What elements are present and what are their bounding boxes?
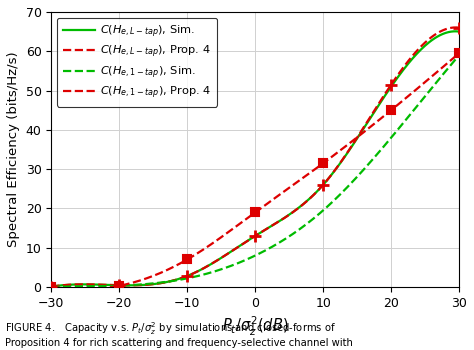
$C(H_{e,L-tap})$, Prop. 4 [392,77,398,81]
Y-axis label: Spectral Efficiency (bits/Hz/s): Spectral Efficiency (bits/Hz/s) [7,52,20,247]
$C(H_{e,1-tap})$, Sim. [290,232,295,236]
X-axis label: $P_t/\sigma_z^2(dB)$: $P_t/\sigma_z^2(dB)$ [222,315,289,338]
$C(H_{e,1-tap})$, Sim. [392,131,398,135]
$C(H_{e,L-tap})$, Prop. 4 [452,25,458,29]
$C(H_{e,1-tap})$, Prop. 4 [292,181,298,186]
$C(H_{e,1-tap})$, Prop. 4 [393,104,399,108]
$C(H_{e,L-tap})$, Sim. [392,79,398,83]
$C(H_{e,1-tap})$, Sim. [418,99,424,104]
$C(H_{e,L-tap})$, Prop. 4 [290,210,295,215]
$C(H_{e,1-tap})$, Sim. [456,53,462,57]
Line: $C(H_{e,1-tap})$, Sim.: $C(H_{e,1-tap})$, Sim. [51,55,459,287]
$C(H_{e,1-tap})$, Prop. 4 [456,51,462,55]
Line: $C(H_{e,L-tap})$, Prop. 4: $C(H_{e,L-tap})$, Prop. 4 [51,27,459,287]
$C(H_{e,L-tap})$, Prop. 4 [291,209,297,214]
$C(H_{e,1-tap})$, Sim. [48,285,54,289]
$C(H_{e,L-tap})$, Prop. 4 [456,26,462,30]
Line: $C(H_{e,L-tap})$, Sim.: $C(H_{e,L-tap})$, Sim. [51,31,459,287]
$C(H_{e,L-tap})$, Sim. [290,210,295,214]
$C(H_{e,L-tap})$, Prop. 4 [298,204,304,208]
$C(H_{e,L-tap})$, Sim. [418,48,424,52]
$C(H_{e,L-tap})$, Prop. 4 [48,285,54,289]
$C(H_{e,L-tap})$, Sim. [456,29,462,34]
$C(H_{e,1-tap})$, Prop. 4 [80,287,85,292]
Text: FIGURE 4.   Capacity v.s. $P_t/\sigma_z^2$ by simulations and closed-forms of
Pr: FIGURE 4. Capacity v.s. $P_t/\sigma_z^2$… [5,320,353,348]
$C(H_{e,1-tap})$, Sim. [298,226,304,230]
$C(H_{e,1-tap})$, Prop. 4 [291,182,297,187]
$C(H_{e,L-tap})$, Sim. [50,284,55,288]
$C(H_{e,L-tap})$, Sim. [48,285,54,289]
$C(H_{e,L-tap})$, Sim. [291,209,297,213]
$C(H_{e,1-tap})$, Sim. [50,285,55,289]
$C(H_{e,1-tap})$, Sim. [291,231,297,235]
$C(H_{e,L-tap})$, Sim. [298,204,304,208]
$C(H_{e,1-tap})$, Prop. 4 [48,285,54,289]
$C(H_{e,L-tap})$, Sim. [452,29,458,33]
$C(H_{e,1-tap})$, Prop. 4 [419,82,425,86]
$C(H_{e,1-tap})$, Prop. 4 [300,176,305,181]
Line: $C(H_{e,1-tap})$, Prop. 4: $C(H_{e,1-tap})$, Prop. 4 [51,53,459,289]
Legend: $C(H_{e,L-tap})$, Sim., $C(H_{e,L-tap})$, Prop. 4, $C(H_{e,1-tap})$, Sim., $C(H_: $C(H_{e,L-tap})$, Sim., $C(H_{e,L-tap})$… [57,18,217,107]
$C(H_{e,1-tap})$, Prop. 4 [50,285,55,289]
$C(H_{e,L-tap})$, Prop. 4 [50,284,55,288]
$C(H_{e,L-tap})$, Prop. 4 [418,44,424,49]
